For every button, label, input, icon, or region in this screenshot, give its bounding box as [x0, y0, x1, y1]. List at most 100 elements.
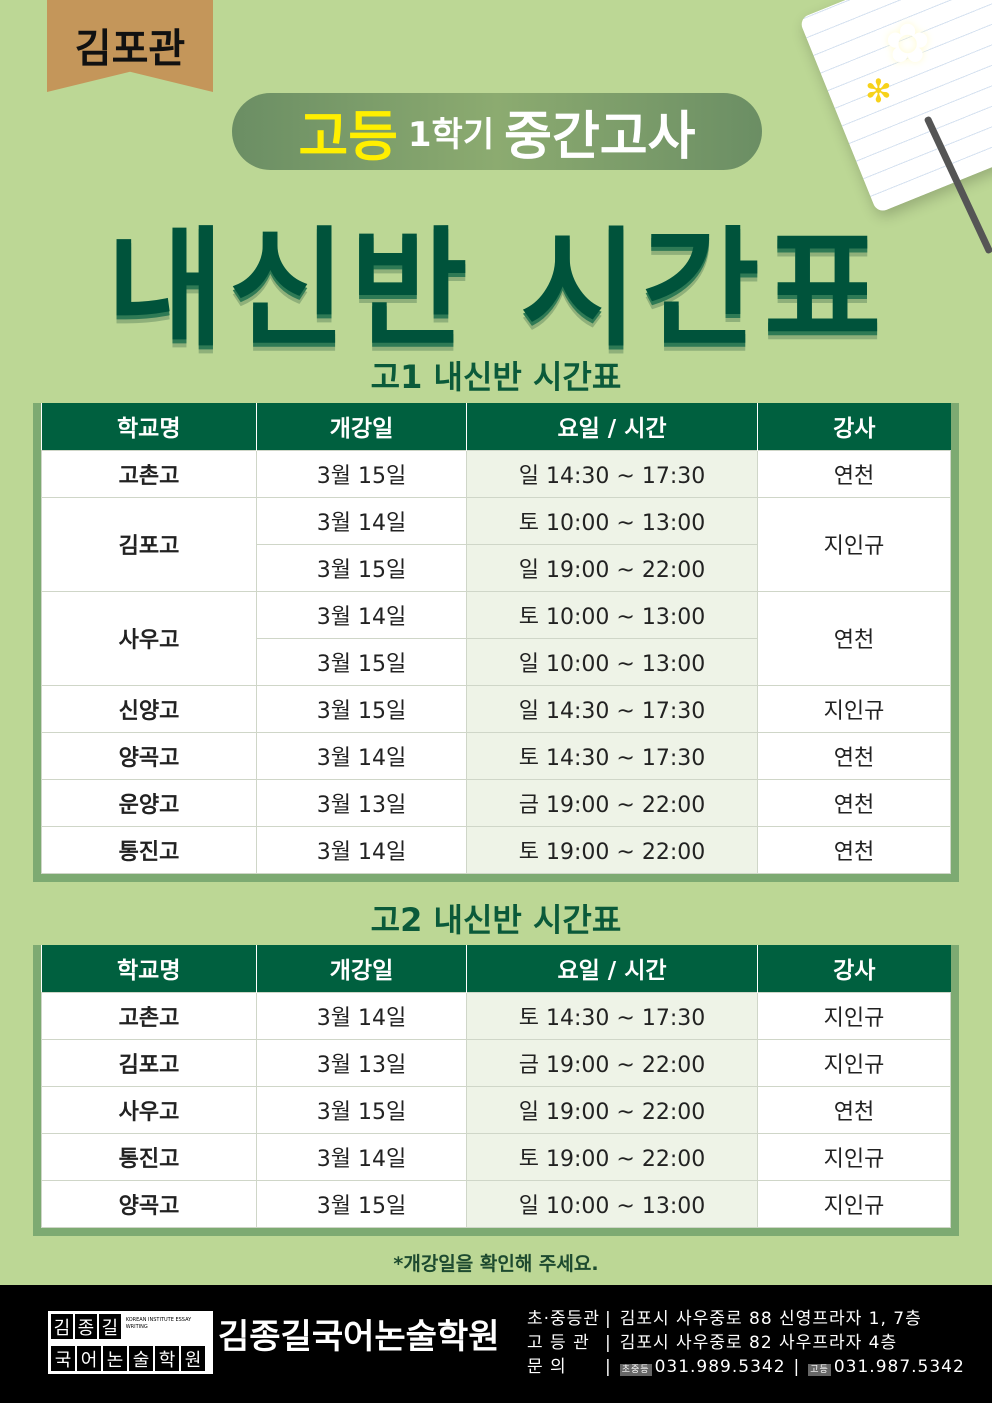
- address-value: 김포시 사우중로 82 사우프라자 4층: [619, 1333, 898, 1353]
- school-name: 양곡고: [41, 1179, 257, 1228]
- table1-frame: 학교명 개강일 요일 / 시간 강사 고촌고 3월 15일 일 14:30 ~ 17:30 연…: [33, 403, 959, 882]
- logo-char: 어: [76, 1345, 102, 1372]
- logo-char: 학: [154, 1345, 180, 1372]
- school-name: 사우고: [41, 590, 257, 686]
- teacher: 연천: [757, 731, 951, 780]
- phone-number: 031.989.5342: [654, 1357, 786, 1377]
- flower-icon: ✿: [885, 12, 931, 75]
- academy-name: 김종길국어논술학원: [218, 1317, 500, 1357]
- banner-exam: 중간고사: [504, 107, 696, 167]
- table-row: 운양고 3월 13일 금 19:00 ~ 22:00 연천: [41, 778, 951, 827]
- teacher: 지인규: [757, 991, 951, 1040]
- phone-row: 문 의 | 초중등 031.989.5342 | 고등 031.987.5342: [527, 1355, 965, 1382]
- day-time: 토 14:30 ~ 17:30: [466, 731, 758, 780]
- start-date: 3월 14일: [256, 590, 467, 639]
- start-date: 3월 15일: [256, 449, 467, 498]
- school-name: 김포고: [41, 496, 257, 592]
- start-date: 3월 14일: [256, 1132, 467, 1181]
- teacher: 지인규: [757, 496, 951, 592]
- day-time: 일 10:00 ~ 13:00: [466, 1179, 758, 1228]
- school-name: 신양고: [41, 684, 257, 733]
- day-time: 일 19:00 ~ 22:00: [466, 543, 758, 592]
- day-time: 일 14:30 ~ 17:30: [466, 449, 758, 498]
- school-name: 고촌고: [41, 449, 257, 498]
- column-header: 강사: [757, 403, 951, 450]
- table-row: 김포고 3월 14일 토 10:00 ~ 13:00 지인규: [41, 496, 951, 592]
- main-title: 내신반 시간표: [106, 215, 886, 364]
- teacher: 지인규: [757, 1179, 951, 1228]
- address-value: 김포시 사우중로 88 신영프라자 1, 7층: [619, 1309, 922, 1329]
- logo-char: 술: [128, 1345, 154, 1372]
- column-header: 개강일: [256, 945, 467, 992]
- teacher: 지인규: [757, 1132, 951, 1181]
- day-time: 토 10:00 ~ 13:00: [466, 496, 758, 545]
- start-date: 3월 15일: [256, 684, 467, 733]
- contact-info: 초·중등관 | 김포시 사우중로 88 신영프라자 1, 7층 고 등 관 | 김포시 …: [527, 1307, 965, 1382]
- school-name: 고촌고: [41, 991, 257, 1040]
- start-date: 3월 15일: [256, 1179, 467, 1228]
- table1-title: 고1 내신반 시간표: [370, 358, 622, 396]
- school-name: 양곡고: [41, 731, 257, 780]
- table-row: 고촌고 3월 14일 토 14:30 ~ 17:30 지인규: [41, 991, 951, 1040]
- address-row: 초·중등관 | 김포시 사우중로 88 신영프라자 1, 7층: [527, 1309, 922, 1329]
- branch-label: 김포관: [74, 26, 186, 72]
- teacher: 연천: [757, 1085, 951, 1134]
- day-time: 일 10:00 ~ 13:00: [466, 637, 758, 686]
- logo-char: 종: [73, 1313, 98, 1340]
- column-header: 요일 / 시간: [466, 403, 758, 450]
- school-name: 김포고: [41, 1038, 257, 1087]
- start-date: 3월 14일: [256, 731, 467, 780]
- phone-tag: 고등: [808, 1364, 831, 1376]
- day-time: 토 19:00 ~ 22:00: [466, 825, 758, 874]
- table2-title: 고2 내신반 시간표: [370, 901, 622, 939]
- banner-term: 1학기: [407, 115, 495, 155]
- logo-char: 논: [102, 1345, 128, 1372]
- start-date: 3월 15일: [256, 543, 467, 592]
- exam-banner: 고등 1학기 중간고사: [232, 93, 762, 170]
- day-time: 일 19:00 ~ 22:00: [466, 1085, 758, 1134]
- start-date: 3월 14일: [256, 496, 467, 545]
- table-row: 고촌고 3월 15일 일 14:30 ~ 17:30 연천: [41, 449, 951, 498]
- day-time: 토 14:30 ~ 17:30: [466, 991, 758, 1040]
- table-row: 통진고 3월 14일 토 19:00 ~ 22:00 지인규: [41, 1132, 951, 1181]
- school-name: 통진고: [41, 1132, 257, 1181]
- column-header: 요일 / 시간: [466, 945, 758, 992]
- table-row: 통진고 3월 14일 토 19:00 ~ 22:00 연천: [41, 825, 951, 874]
- school-name: 운양고: [41, 778, 257, 827]
- contact-label: 문 의: [527, 1357, 567, 1377]
- start-date: 3월 15일: [256, 1085, 467, 1134]
- school-name: 사우고: [41, 1085, 257, 1134]
- table-row: 신양고 3월 15일 일 14:30 ~ 17:30 지인규: [41, 684, 951, 733]
- teacher: 지인규: [757, 684, 951, 733]
- school-name: 통진고: [41, 825, 257, 874]
- table-row: 사우고 3월 15일 일 19:00 ~ 22:00 연천: [41, 1085, 951, 1134]
- flower-small-icon: ✻: [865, 72, 892, 110]
- logo-char: 원: [180, 1345, 206, 1372]
- start-date: 3월 13일: [256, 1038, 467, 1087]
- start-date: 3월 13일: [256, 778, 467, 827]
- teacher: 연천: [757, 449, 951, 498]
- schedule-table-1: 학교명 개강일 요일 / 시간 강사 고촌고 3월 15일 일 14:30 ~ 17:30 연…: [41, 403, 951, 874]
- teacher: 연천: [757, 778, 951, 827]
- phone-number: 031.987.5342: [833, 1357, 965, 1377]
- day-time: 금 19:00 ~ 22:00: [466, 778, 758, 827]
- teacher: 지인규: [757, 1038, 951, 1087]
- banner-highlight: 고등: [298, 105, 398, 168]
- table-row: 양곡고 3월 14일 토 14:30 ~ 17:30 연천: [41, 731, 951, 780]
- address-label: 고 등 관: [527, 1333, 590, 1353]
- day-time: 토 19:00 ~ 22:00: [466, 1132, 758, 1181]
- day-time: 일 14:30 ~ 17:30: [466, 684, 758, 733]
- address-label: 초·중등관: [527, 1309, 600, 1329]
- column-header: 학교명: [41, 403, 257, 450]
- start-date: 3월 14일: [256, 825, 467, 874]
- header-row: 학교명 개강일 요일 / 시간 강사: [41, 945, 951, 992]
- teacher: 연천: [757, 825, 951, 874]
- table-row: 양곡고 3월 15일 일 10:00 ~ 13:00 지인규: [41, 1179, 951, 1228]
- note: *개강일을 확인해 주세요.: [393, 1253, 599, 1275]
- day-time: 토 10:00 ~ 13:00: [466, 590, 758, 639]
- start-date: 3월 14일: [256, 991, 467, 1040]
- phone-tag: 초중등: [619, 1364, 652, 1376]
- schedule-table-2: 학교명 개강일 요일 / 시간 강사 고촌고 3월 14일 토 14:30 ~ 17:30 지…: [41, 945, 951, 1228]
